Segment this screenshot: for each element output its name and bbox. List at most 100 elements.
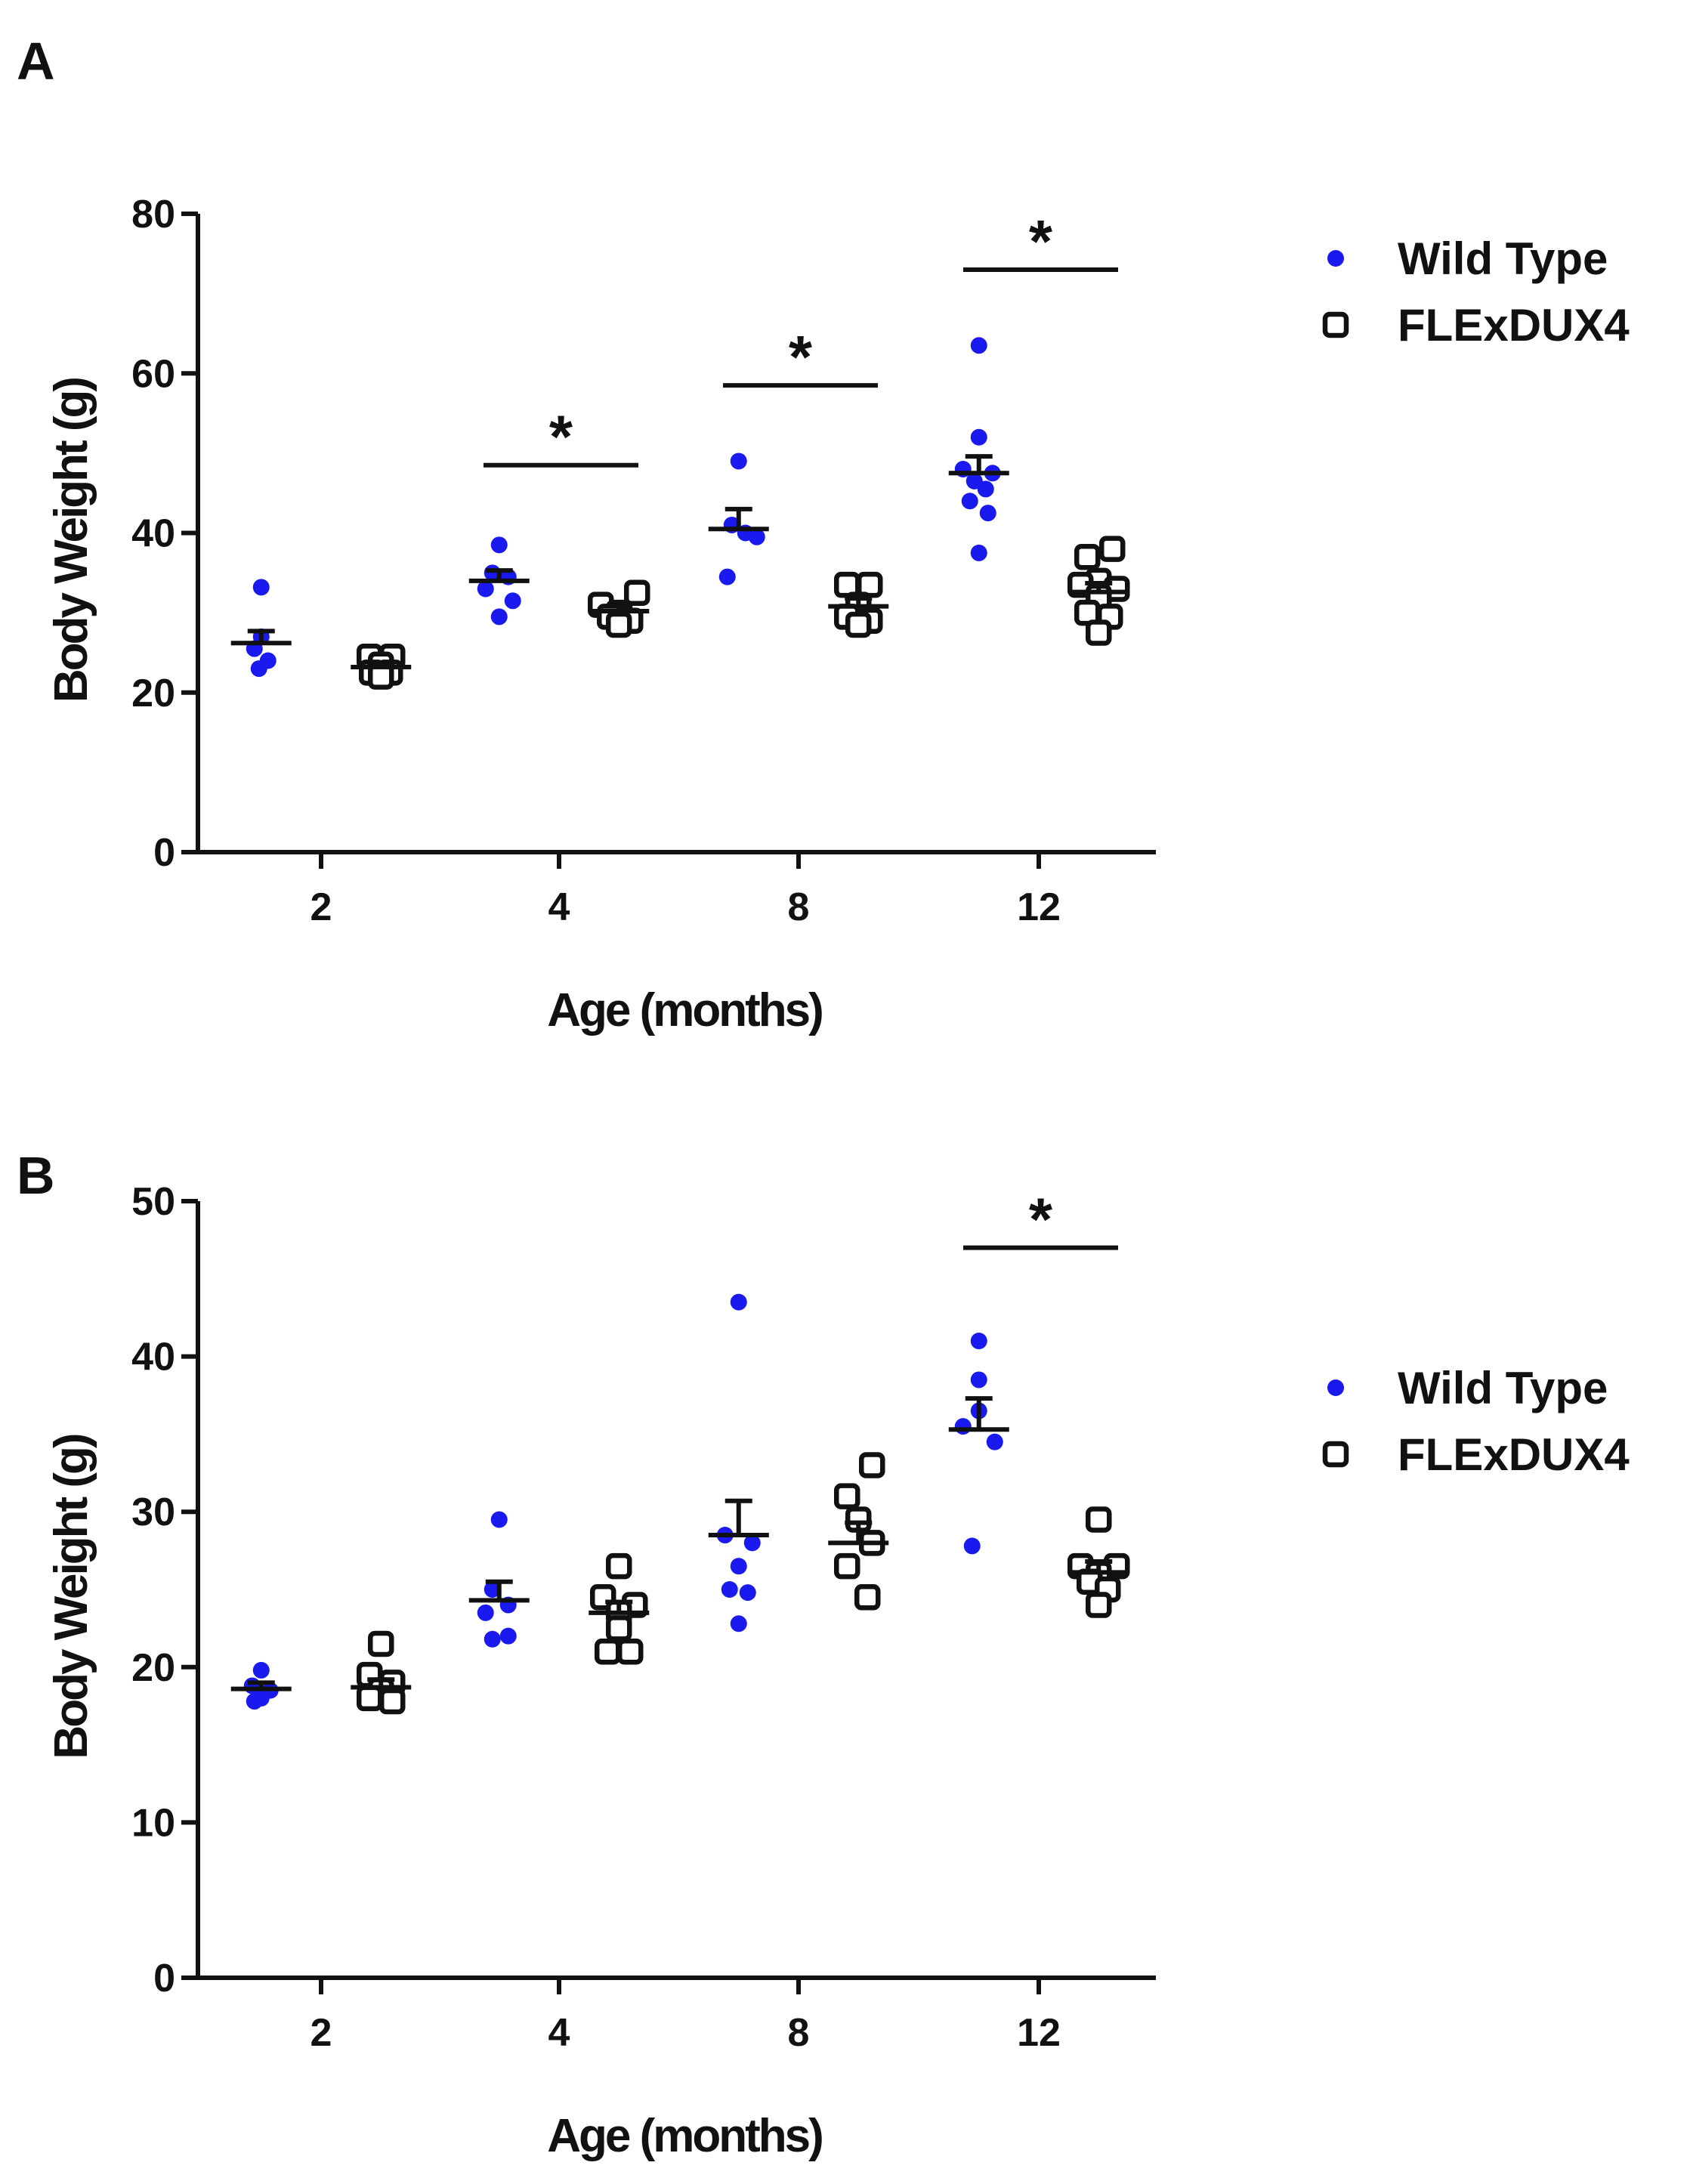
data-point [743,1534,761,1552]
data-point [1086,1592,1112,1618]
data-point [954,1418,972,1435]
data-point [379,1688,406,1715]
data-point [477,580,494,598]
data-point [250,660,267,678]
legend-label-wild-type: Wild Type [1398,1363,1608,1413]
data-point [748,528,765,545]
x-tick-label: 2 [311,2011,332,2055]
data-point [970,428,987,446]
y-tick-label: 50 [131,1180,175,1224]
data-point [977,480,994,498]
series-flexdux4 [351,536,1130,690]
x-axis-title: Age (months) [547,984,822,1036]
x-tick-label: 2 [311,885,332,929]
data-point [368,1630,394,1657]
y-tick-label: 40 [131,512,175,556]
data-point [490,608,508,626]
data-point [606,1615,632,1642]
y-tick-label: 0 [153,831,175,875]
y-tick-label: 20 [131,672,175,715]
data-point [490,1511,508,1528]
data-point [970,337,987,354]
significance-star: * [789,323,813,391]
axes [196,1201,1156,1980]
data-point [490,536,508,554]
data-point [484,1630,501,1648]
data-point [357,1685,383,1712]
y-tick-label: 10 [131,1801,175,1845]
legend-label-flexdux4: FLExDUX4 [1398,300,1630,351]
data-point [986,1433,1003,1450]
x-tick-label: 4 [548,885,570,929]
significance-star: * [549,403,573,471]
series-wild-type [230,1293,1009,1710]
data-point [854,1584,881,1611]
y-axis-title: Body Weight (g) [45,378,97,703]
data-point [970,544,987,561]
legend-label-flexdux4: FLExDUX4 [1398,1429,1630,1480]
data-point [718,568,736,585]
data-point [1086,1506,1112,1533]
x-tick-label: 8 [788,2011,810,2055]
data-point [845,611,872,638]
data-point [730,1615,747,1633]
legend-marker-wild-type [1327,1379,1344,1396]
x-tick-label: 12 [1017,2011,1061,2055]
data-point [252,1661,270,1679]
data-point [730,1293,747,1311]
data-point [859,1452,885,1478]
data-point [1099,536,1126,562]
chart-panel-b: B 0 10 20 30 40 50 2 4 8 12 Age (months) Body Weight… [17,1146,1630,2162]
x-tick-label: 12 [1017,885,1061,929]
significance-star: * [1029,1186,1053,1253]
data-point [624,579,650,606]
data-point [721,1581,738,1598]
data-point [499,1627,517,1645]
data-point [1086,619,1112,646]
y-tick-label: 20 [131,1646,175,1690]
data-point [246,1693,263,1710]
legend: Wild Type FLExDUX4 [1322,1363,1630,1480]
x-axis-title: Age (months) [547,2110,822,2162]
data-point [617,1638,644,1665]
data-point [595,1638,621,1665]
y-tick-label: 0 [153,1957,175,2000]
data-point [970,1371,987,1389]
data-point [834,1552,860,1580]
panel-label: B [17,1146,55,1205]
data-point [961,493,978,510]
legend-marker-flexdux4 [1322,311,1349,338]
data-point [834,1483,860,1509]
legend-marker-wild-type [1327,250,1344,267]
data-point [963,1537,981,1555]
data-point [970,1333,987,1350]
data-point [730,1558,747,1575]
data-point [1074,543,1101,570]
chart-panel-a: A 0 20 40 60 80 2 4 8 12 Age (months) Body Weight (… [17,32,1630,1036]
x-tick-label: 4 [548,2011,570,2055]
data-point [606,611,632,638]
data-point [979,505,996,522]
data-point [477,1604,494,1621]
y-axis-title: Body Weight (g) [45,1435,97,1759]
series-wild-type [230,337,1009,678]
data-point [504,592,521,610]
y-tick-label: 80 [131,193,175,236]
series-flexdux4 [351,1452,1130,1715]
x-tick-label: 8 [788,885,810,929]
axes [196,214,1156,854]
data-point [606,1552,632,1580]
panel-label: A [17,32,55,91]
y-tick-label: 40 [131,1336,175,1379]
data-point [730,453,747,470]
data-point [484,1581,501,1598]
y-tick-label: 60 [131,352,175,396]
legend-label-wild-type: Wild Type [1398,233,1608,284]
data-point [252,579,270,596]
legend-marker-flexdux4 [1322,1441,1349,1468]
significance-star: * [1029,208,1053,275]
data-point [739,1584,756,1602]
legend: Wild Type FLExDUX4 [1322,233,1630,351]
y-tick-label: 30 [131,1490,175,1534]
